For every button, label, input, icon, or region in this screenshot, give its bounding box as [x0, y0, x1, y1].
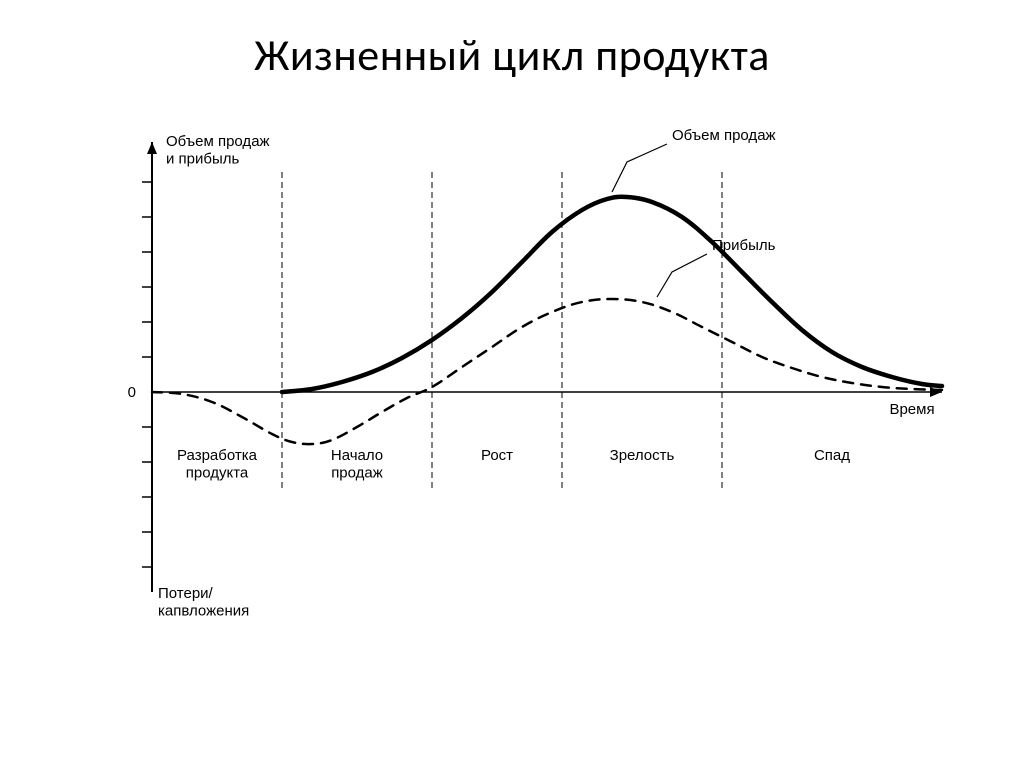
series-label: Прибыль — [712, 237, 776, 254]
series-Прибыль — [152, 299, 942, 444]
chart-svg: Разработкапродукта Началопродаж Рост Зрелос… — [72, 102, 952, 662]
lifecycle-chart: Разработкапродукта Началопродаж Рост Зрелос… — [72, 102, 952, 662]
leader-line — [612, 144, 667, 192]
leader-line — [657, 254, 707, 297]
phase-label: Спад — [814, 447, 850, 464]
y-axis-label-bottom: Потери/капвложения — [158, 585, 249, 619]
phase-label: Разработкапродукта — [177, 447, 258, 481]
x-axis-label: Время — [889, 401, 934, 418]
y-axis-label-top: Объем продажи прибыль — [166, 133, 270, 167]
phase-label: Зрелость — [610, 447, 675, 464]
y-axis-arrow — [147, 142, 157, 154]
series-label: Объем продаж — [672, 127, 776, 144]
zero-label: 0 — [128, 384, 136, 401]
x-axis-arrow — [930, 387, 942, 397]
phase-label: Началопродаж — [331, 447, 383, 481]
phase-label: Рост — [481, 447, 513, 464]
series-Объем продаж — [282, 197, 942, 392]
page-title: Жизненный цикл продукта — [0, 28, 1024, 82]
